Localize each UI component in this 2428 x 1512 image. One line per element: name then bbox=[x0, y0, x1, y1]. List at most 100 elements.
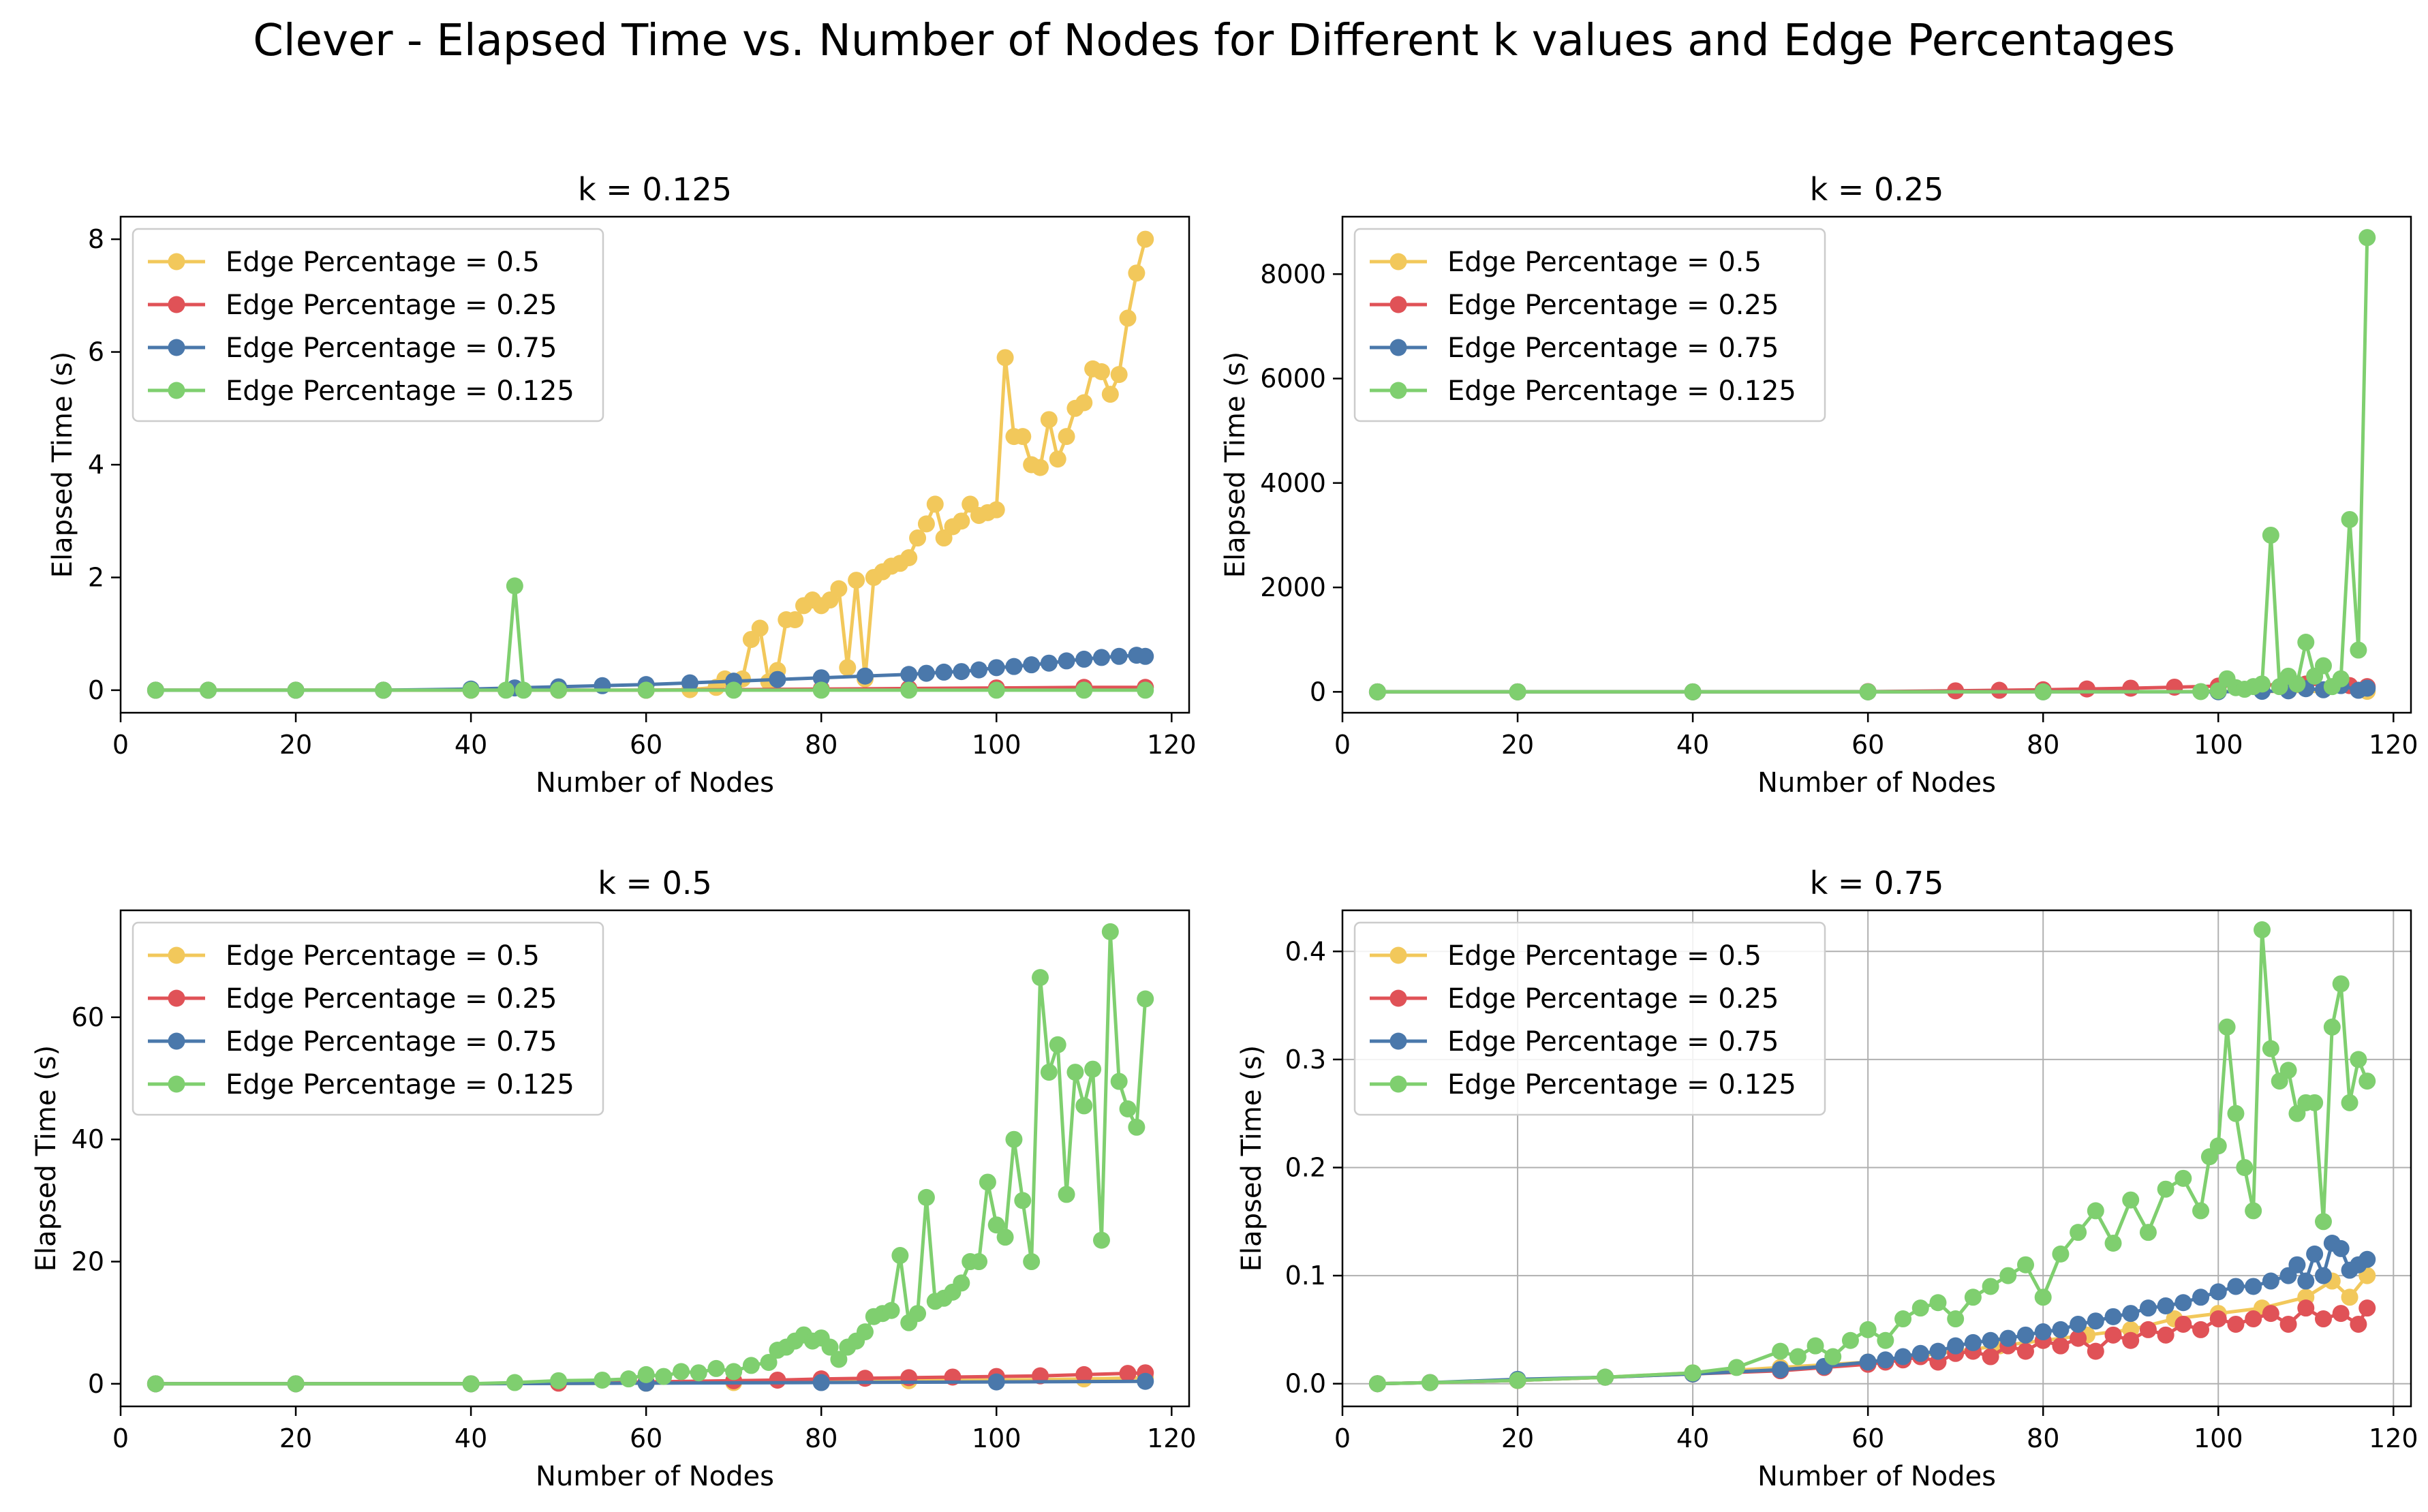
data-point bbox=[1807, 1337, 1824, 1355]
data-point bbox=[2087, 1312, 2104, 1330]
y-axis-label: Elapsed Time (s) bbox=[1220, 352, 1251, 578]
legend-label: Edge Percentage = 0.125 bbox=[226, 1069, 574, 1100]
legend-label: Edge Percentage = 0.75 bbox=[226, 333, 557, 364]
legend-marker bbox=[1389, 296, 1407, 313]
data-point bbox=[2016, 1326, 2034, 1344]
data-point bbox=[1049, 1036, 1066, 1053]
data-point bbox=[1509, 683, 1526, 700]
y-tick-label: 0.3 bbox=[1285, 1045, 1326, 1075]
y-tick-label: 2000 bbox=[1260, 572, 1326, 602]
data-point bbox=[1859, 683, 1877, 700]
y-ticks: 0 2 4 6 8 bbox=[88, 224, 121, 705]
data-point bbox=[926, 495, 944, 513]
legend-entry: Edge Percentage = 0.25 bbox=[1370, 290, 1779, 321]
data-point bbox=[2139, 1299, 2157, 1317]
data-point bbox=[1597, 1368, 1614, 1386]
data-point bbox=[1075, 1366, 1093, 1383]
data-point bbox=[760, 1353, 778, 1371]
x-tick-label: 60 bbox=[630, 730, 662, 760]
legend: Edge Percentage = 0.5 Edge Percentage = 0… bbox=[1353, 921, 1826, 1116]
data-point bbox=[1137, 230, 1154, 248]
data-point bbox=[2016, 1342, 2034, 1360]
data-point bbox=[147, 1375, 164, 1393]
legend-marker bbox=[168, 339, 185, 356]
y-tick-label: 0 bbox=[88, 675, 104, 705]
y-axis-label: Elapsed Time (s) bbox=[31, 1045, 62, 1272]
data-point bbox=[953, 512, 970, 530]
x-tick-label: 20 bbox=[279, 730, 312, 760]
data-point bbox=[514, 681, 532, 699]
legend-marker bbox=[1389, 989, 1407, 1007]
x-tick-label: 100 bbox=[2194, 730, 2243, 760]
data-point bbox=[506, 577, 523, 595]
data-point bbox=[2358, 679, 2376, 697]
data-point bbox=[2104, 1326, 2122, 1344]
series-2 bbox=[1368, 1235, 2376, 1393]
data-point bbox=[2087, 1202, 2104, 1220]
y-tick-label: 40 bbox=[72, 1124, 104, 1154]
data-point bbox=[2139, 1321, 2157, 1338]
y-ticks: 0.0 0.1 0.2 0.3 0.4 bbox=[1285, 936, 1342, 1399]
data-point bbox=[2350, 1051, 2367, 1068]
y-tick-label: 60 bbox=[72, 1002, 104, 1032]
data-point bbox=[1119, 1365, 1137, 1383]
data-point bbox=[707, 1359, 725, 1377]
data-point bbox=[550, 1372, 568, 1389]
data-point bbox=[2279, 1062, 2297, 1079]
x-tick-label: 20 bbox=[1501, 730, 1534, 760]
data-point bbox=[2122, 1191, 2140, 1209]
data-point bbox=[909, 1305, 927, 1323]
y-tick-label: 8000 bbox=[1260, 259, 1326, 289]
series-3 bbox=[1368, 229, 2376, 700]
data-point bbox=[2157, 1326, 2175, 1344]
data-point bbox=[1137, 681, 1154, 699]
y-tick-label: 0.4 bbox=[1285, 936, 1326, 966]
legend-label: Edge Percentage = 0.5 bbox=[1447, 940, 1762, 972]
data-point bbox=[673, 1363, 690, 1380]
data-point bbox=[970, 1253, 988, 1271]
x-tick-label: 100 bbox=[2194, 1423, 2243, 1453]
data-point bbox=[1023, 1253, 1041, 1271]
legend-marker bbox=[1389, 253, 1407, 271]
data-point bbox=[2078, 680, 2095, 698]
data-point bbox=[375, 681, 393, 699]
data-point bbox=[1128, 264, 1146, 282]
data-point bbox=[2279, 1315, 2297, 1333]
data-point bbox=[769, 1371, 786, 1389]
y-tick-label: 8 bbox=[88, 224, 104, 254]
data-point bbox=[2218, 1018, 2236, 1036]
data-point bbox=[935, 663, 953, 681]
x-tick-label: 40 bbox=[455, 1423, 487, 1453]
data-point bbox=[1092, 363, 1110, 380]
y-axis-label: Elapsed Time (s) bbox=[47, 352, 78, 578]
y-ticks: 0 2000 4000 6000 8000 bbox=[1260, 259, 1342, 707]
data-point bbox=[1119, 1100, 1137, 1117]
legend-frame bbox=[1353, 921, 1826, 1116]
data-point bbox=[1947, 1337, 1965, 1355]
data-point bbox=[2236, 1158, 2254, 1176]
data-point bbox=[1982, 1331, 1999, 1349]
data-point bbox=[987, 681, 1005, 699]
data-point bbox=[594, 1371, 611, 1389]
x-tick-label: 0 bbox=[1334, 730, 1351, 760]
subplot-k-0.75: 0 20 40 60 80 100 120 0.0 0.1 0.2 0.3 0.4 k = 0.75 Nu… bbox=[1236, 865, 2418, 1492]
data-point bbox=[2122, 1305, 2140, 1323]
data-point bbox=[856, 667, 874, 685]
data-point bbox=[751, 619, 769, 637]
y-tick-label: 0 bbox=[88, 1369, 104, 1399]
y-tick-label: 20 bbox=[72, 1247, 104, 1277]
data-point bbox=[2122, 679, 2140, 697]
legend-entry: Edge Percentage = 0.75 bbox=[148, 1026, 557, 1058]
data-point bbox=[1058, 652, 1075, 670]
data-point bbox=[1684, 683, 1702, 700]
data-point bbox=[2314, 1213, 2332, 1231]
data-point bbox=[1684, 1364, 1702, 1382]
legend-frame bbox=[132, 228, 604, 422]
data-point bbox=[1110, 647, 1128, 665]
legend-label: Edge Percentage = 0.75 bbox=[226, 1026, 557, 1058]
data-point bbox=[1877, 1331, 1894, 1349]
x-tick-label: 100 bbox=[972, 1423, 1021, 1453]
data-point bbox=[2262, 1040, 2279, 1058]
data-point bbox=[2227, 1105, 2245, 1122]
legend: Edge Percentage = 0.5 Edge Percentage = 0… bbox=[132, 921, 604, 1116]
